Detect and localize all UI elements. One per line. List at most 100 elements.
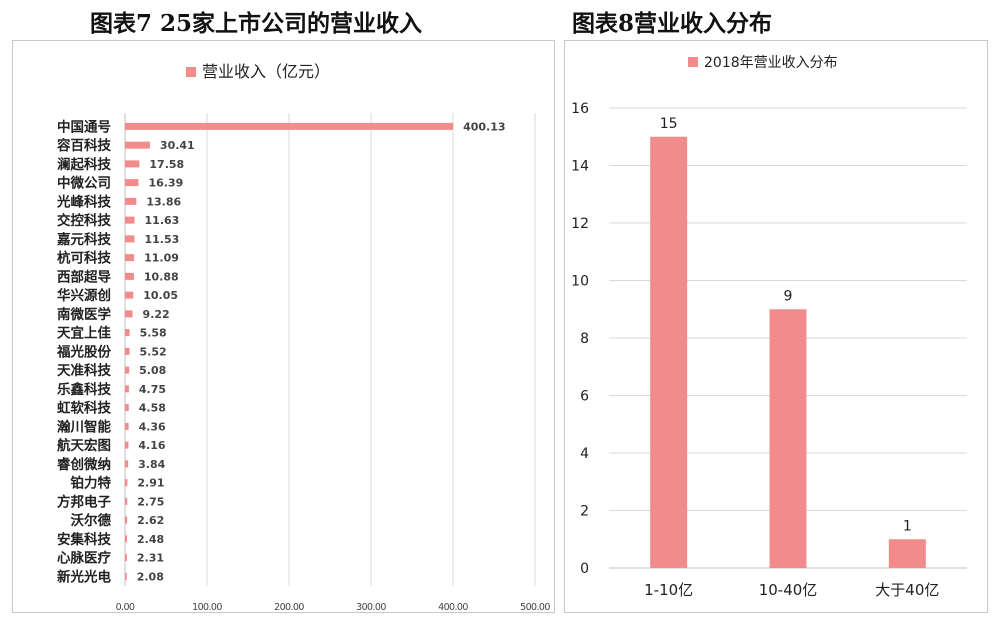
revenue-bar	[125, 404, 129, 412]
x-tick-label: 0.00	[116, 602, 135, 612]
x-tick-label: 400.00	[438, 602, 468, 612]
category-label: 西部超导	[57, 268, 111, 285]
category-label: 安集科技	[57, 531, 111, 548]
bar-value-label: 4.16	[138, 439, 165, 452]
distribution-bar	[650, 136, 688, 568]
category-label: 天宜上佳	[57, 325, 111, 342]
category-label: 中国通号	[57, 118, 111, 135]
revenue-bar	[125, 385, 129, 393]
category-label: 心脉医疗	[57, 550, 111, 567]
right-chart-panel: 2018年营业收入分布 0 2 4 6 8 10 12 14 16 15 1-10亿 9 10-40亿 1 大…	[564, 40, 988, 613]
revenue-bar	[125, 122, 454, 130]
figure8-title: 图表8营业收入分布	[572, 10, 773, 37]
x-tick-label: 100.00	[192, 602, 222, 612]
category-label: 1-10亿	[644, 581, 693, 599]
y-tick-label: 0	[580, 561, 589, 577]
revenue-bar	[125, 479, 128, 487]
category-label: 光峰科技	[56, 193, 111, 210]
category-label: 新光光电	[57, 568, 111, 585]
x-tick-label: 500.00	[520, 602, 550, 612]
bar-value-label: 1	[903, 518, 912, 534]
bar-value-label: 9	[784, 288, 793, 304]
revenue-bar	[125, 535, 128, 543]
category-label: 瀚川智能	[57, 418, 111, 435]
legend-swatch	[688, 57, 698, 67]
y-tick-label: 10	[571, 274, 589, 290]
legend-label: 营业收入（亿元）	[202, 62, 330, 81]
category-label: 澜起科技	[57, 156, 111, 173]
category-label: 容百科技	[56, 137, 111, 154]
bar-value-label: 2.62	[137, 514, 164, 527]
bar-value-label: 13.86	[146, 195, 181, 208]
category-label: 乐鑫科技	[57, 381, 111, 398]
revenue-bar	[125, 422, 129, 430]
revenue-bar	[125, 572, 127, 580]
category-label: 南微医学	[57, 306, 111, 323]
bar-value-label: 2.75	[137, 495, 164, 508]
bar-value-label: 30.41	[160, 139, 195, 152]
category-label: 福光股份	[56, 343, 111, 360]
distribution-bar	[769, 309, 807, 568]
revenue-bar	[125, 460, 129, 468]
revenue-bar	[125, 197, 137, 205]
y-tick-label: 16	[571, 101, 589, 117]
bar-value-label: 2.48	[137, 533, 164, 546]
legend-swatch	[186, 67, 196, 77]
revenue-bar	[125, 366, 130, 374]
bar-value-label: 11.09	[144, 252, 179, 265]
category-label: 华兴源创	[57, 287, 111, 304]
category-label: 航天宏图	[57, 437, 111, 454]
revenue-bar	[125, 254, 135, 262]
figure7-title: 图表7 25家上市公司的营业收入	[90, 10, 423, 37]
x-tick-label: 300.00	[356, 602, 386, 612]
y-tick-label: 8	[580, 331, 589, 347]
category-label: 天准科技	[57, 362, 111, 379]
y-tick-label: 14	[571, 159, 589, 175]
y-tick-label: 2	[580, 504, 589, 520]
bar-value-label: 400.13	[463, 120, 505, 133]
revenue-bar	[125, 497, 128, 505]
category-label: 虹软科技	[57, 400, 111, 417]
bar-value-label: 5.08	[139, 364, 166, 377]
y-tick-label: 4	[580, 446, 589, 462]
bar-value-label: 10.88	[144, 270, 179, 283]
bar-value-label: 11.53	[144, 233, 179, 246]
revenue-bar	[125, 272, 134, 280]
category-label: 杭可科技	[57, 250, 111, 267]
revenue-bar	[125, 329, 130, 337]
category-label: 交控科技	[57, 212, 111, 229]
bar-value-label: 17.58	[149, 158, 184, 171]
category-label: 沃尔德	[71, 512, 112, 529]
revenue-bar	[125, 179, 139, 187]
y-tick-label: 6	[580, 389, 589, 405]
bar-value-label: 3.84	[138, 458, 165, 471]
bar-value-label: 16.39	[148, 177, 183, 190]
category-label: 中微公司	[57, 175, 111, 192]
left-chart-panel: 营业收入（亿元） 0.00 100.00 200.00 300.00 400.00 500.…	[12, 40, 555, 613]
bar-value-label: 4.75	[139, 383, 166, 396]
revenue-bar	[125, 310, 133, 318]
revenue-bar	[125, 291, 134, 299]
revenue-bar	[125, 554, 127, 562]
x-tick-label: 200.00	[274, 602, 304, 612]
bar-value-label: 2.91	[137, 477, 164, 490]
revenue-bar	[125, 141, 150, 149]
bar-value-label: 15	[660, 116, 678, 132]
legend-label: 2018年营业收入分布	[704, 55, 838, 71]
bar-value-label: 2.31	[137, 552, 164, 565]
revenue-bar	[125, 235, 135, 243]
bar-value-label: 5.58	[140, 327, 167, 340]
bar-value-label: 2.08	[137, 570, 164, 583]
bar-value-label: 4.58	[139, 402, 166, 415]
revenue-bar	[125, 160, 140, 168]
distribution-bar	[888, 539, 926, 568]
category-label: 铂力特	[71, 475, 112, 492]
y-tick-label: 12	[571, 216, 589, 232]
bar-value-label: 9.22	[143, 308, 170, 321]
revenue-bar	[125, 216, 135, 224]
revenue-bar	[125, 441, 129, 449]
category-label: 大于40亿	[875, 581, 939, 599]
category-label: 方邦电子	[57, 493, 111, 510]
bar-value-label: 5.52	[140, 345, 167, 358]
bar-value-label: 10.05	[143, 289, 178, 302]
